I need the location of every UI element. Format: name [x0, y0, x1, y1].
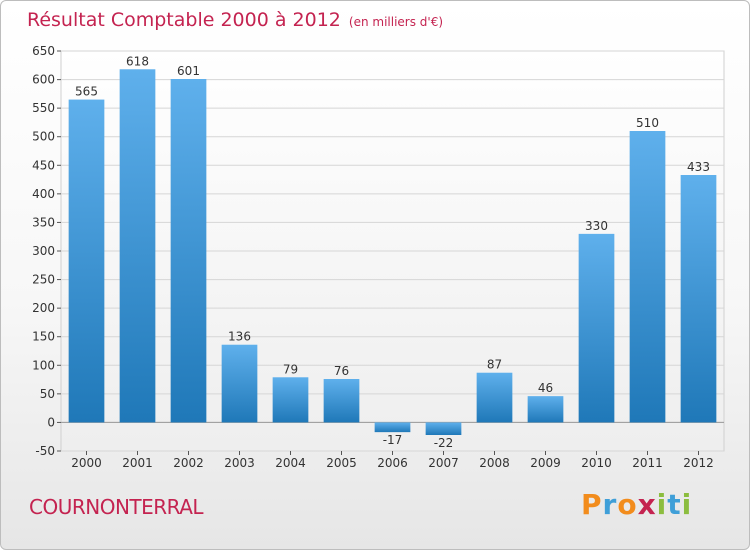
value-label-2001: 618: [126, 54, 149, 68]
x-tick-label-2001: 2001: [122, 456, 153, 470]
value-label-2010: 330: [585, 219, 608, 233]
x-tick-label-2010: 2010: [581, 456, 612, 470]
bar-2007: [425, 422, 462, 435]
y-tick-label: 400: [32, 187, 55, 201]
y-tick-label: 500: [32, 130, 55, 144]
value-label-2005: 76: [334, 364, 349, 378]
value-label-2012: 433: [687, 160, 710, 174]
logo-letter: i: [656, 488, 668, 521]
logo-letter: o: [617, 488, 638, 521]
chart-title: Résultat Comptable 2000 à 2012 (en millie…: [27, 9, 443, 31]
bar-2005: [323, 379, 360, 423]
chart-subtitle: (en milliers d'€): [348, 15, 444, 29]
value-label-2006: -17: [383, 433, 403, 447]
bar-2004: [272, 377, 309, 423]
bar-2008: [476, 372, 513, 423]
logo-letter: r: [602, 488, 618, 521]
chart-title-text: Résultat Comptable 2000 à 2012: [27, 9, 341, 31]
bar-2002: [170, 79, 207, 423]
value-label-2007: -22: [434, 436, 454, 450]
bar-2001: [119, 69, 156, 423]
logo-letter: P: [581, 488, 603, 521]
value-label-2004: 79: [283, 362, 298, 376]
bar-2012: [680, 175, 717, 423]
x-tick-label-2004: 2004: [275, 456, 306, 470]
x-tick-label-2008: 2008: [479, 456, 510, 470]
y-tick-label: -50: [35, 444, 55, 458]
y-tick-label: 200: [32, 301, 55, 315]
bar-2003: [221, 344, 258, 423]
x-tick-label-2011: 2011: [632, 456, 663, 470]
value-label-2009: 46: [538, 381, 553, 395]
y-tick-label: 0: [47, 415, 55, 429]
x-tick-label-2012: 2012: [683, 456, 714, 470]
y-tick-label: 550: [32, 101, 55, 115]
y-tick-label: 100: [32, 358, 55, 372]
bar-2009: [527, 396, 564, 423]
x-tick-label-2006: 2006: [377, 456, 408, 470]
x-tick-label-2007: 2007: [428, 456, 459, 470]
value-label-2000: 565: [75, 85, 98, 99]
y-tick-label: 450: [32, 158, 55, 172]
y-tick-label: 150: [32, 330, 55, 344]
y-tick-label: 650: [32, 44, 55, 58]
y-tick-label: 350: [32, 215, 55, 229]
value-label-2002: 601: [177, 64, 200, 78]
logo-letter: t: [667, 488, 682, 521]
y-tick-label: 600: [32, 73, 55, 87]
y-tick-label: 50: [40, 387, 55, 401]
value-label-2008: 87: [487, 358, 502, 372]
y-tick-label: 300: [32, 244, 55, 258]
bar-2011: [629, 131, 666, 423]
x-tick-label-2000: 2000: [71, 456, 102, 470]
value-label-2003: 136: [228, 330, 251, 344]
bar-2000: [68, 99, 105, 423]
x-tick-label-2005: 2005: [326, 456, 357, 470]
bars: [68, 69, 717, 435]
y-axis-ticks: -50 0 50 100 150 200 250 300 350 400 450 500 550 600 6…: [32, 44, 61, 458]
x-tick-label-2002: 2002: [173, 456, 204, 470]
logo-letter: i: [681, 488, 693, 521]
proxiti-logo: Proxiti: [581, 488, 692, 521]
bar-2010: [578, 233, 615, 423]
value-label-2011: 510: [636, 116, 659, 130]
x-axis-ticks: 2000 2001 2002 2003 2004 2005 2006 2007 2008 2009…: [71, 451, 714, 470]
x-tick-label-2009: 2009: [530, 456, 561, 470]
value-labels: 565 618 601 136 79 76 -17 -22 87 46 330 510 433: [75, 54, 710, 450]
x-tick-label-2003: 2003: [224, 456, 255, 470]
commune-name: COURNONTERRAL: [29, 495, 204, 519]
y-tick-label: 250: [32, 273, 55, 287]
logo-letter: x: [637, 488, 657, 521]
bar-2006: [374, 422, 411, 433]
